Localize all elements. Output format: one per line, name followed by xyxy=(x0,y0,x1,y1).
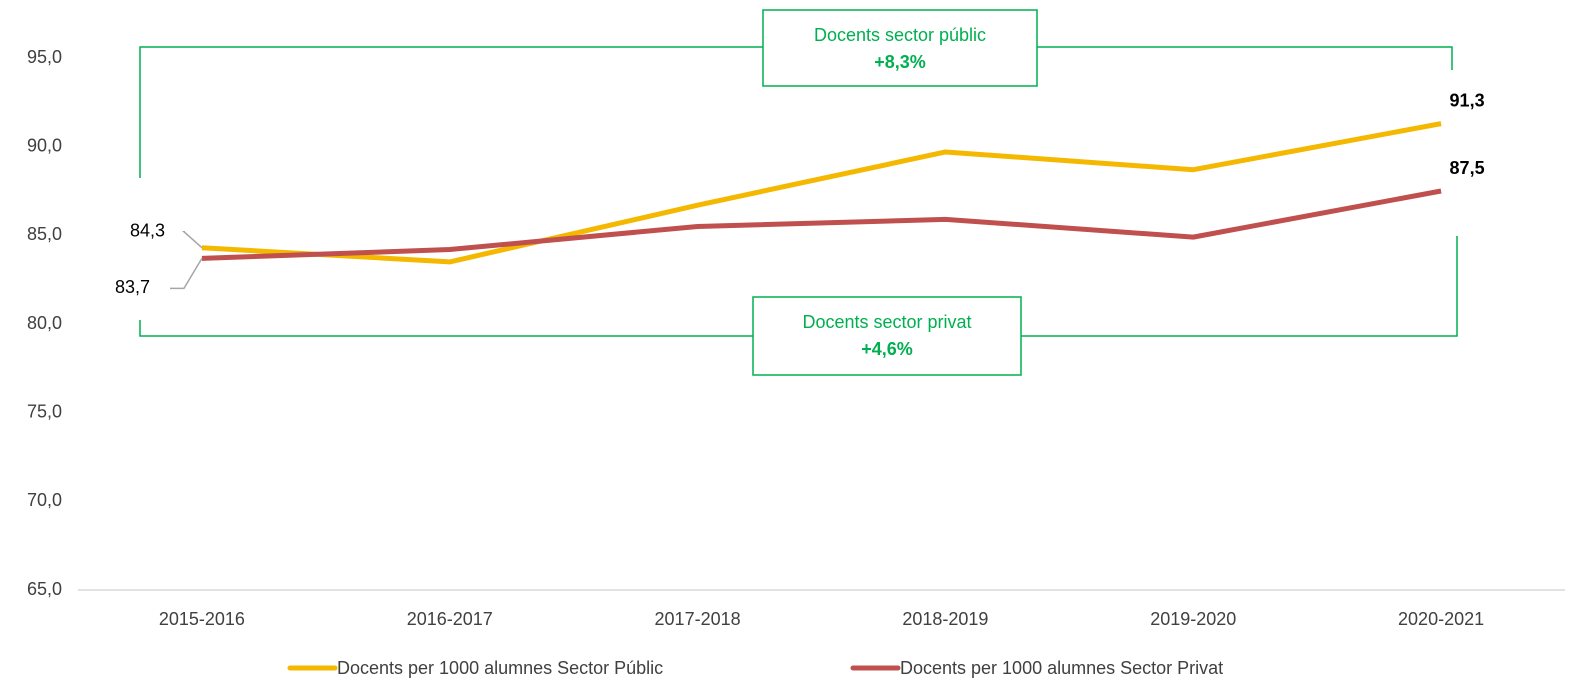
bracket xyxy=(139,46,1453,178)
data-label: 84,3 xyxy=(130,220,165,240)
x-tick-label: 2016-2017 xyxy=(407,609,493,629)
annotation-box xyxy=(762,9,1038,87)
y-tick-label: 90,0 xyxy=(27,135,62,155)
series-line xyxy=(201,188,1442,261)
leader-line xyxy=(170,258,203,290)
y-tick-label: 95,0 xyxy=(27,47,62,67)
legend-label: Docents per 1000 alumnes Sector Públic xyxy=(337,658,663,678)
x-tick-label: 2015-2016 xyxy=(159,609,245,629)
x-tick-label: 2019-2020 xyxy=(1150,609,1236,629)
y-tick-label: 80,0 xyxy=(27,313,62,333)
annotation-change: +8,3% xyxy=(874,52,926,72)
x-tick-label: 2017-2018 xyxy=(655,609,741,629)
series-line xyxy=(201,121,1442,265)
y-tick-label: 75,0 xyxy=(27,401,62,421)
data-label: 91,3 xyxy=(1450,90,1485,110)
annotation-text: Docents sector públic xyxy=(814,25,986,45)
x-tick-label: 2020-2021 xyxy=(1398,609,1484,629)
data-label: 83,7 xyxy=(115,277,150,297)
annotation-text: Docents sector privat xyxy=(802,312,971,332)
y-tick-label: 70,0 xyxy=(27,490,62,510)
legend-label: Docents per 1000 alumnes Sector Privat xyxy=(900,658,1223,678)
leader-line xyxy=(181,230,203,249)
annotation-box xyxy=(752,296,1022,376)
x-tick-label: 2018-2019 xyxy=(902,609,988,629)
y-tick-label: 65,0 xyxy=(27,579,62,599)
bracket xyxy=(139,236,1458,337)
data-label: 87,5 xyxy=(1450,158,1485,178)
y-tick-label: 85,0 xyxy=(27,224,62,244)
annotation-change: +4,6% xyxy=(861,339,913,359)
